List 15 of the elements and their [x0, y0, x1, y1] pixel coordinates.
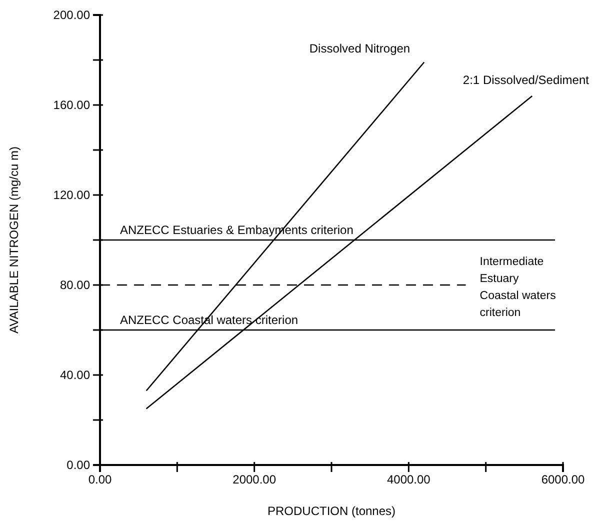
x-tick-label: 6000.00 — [541, 472, 586, 487]
y-tick-label: 120.00 — [53, 188, 90, 202]
y-tick-label: 160.00 — [53, 98, 90, 112]
y-tick-label: 0.00 — [66, 458, 90, 472]
x-tick-label: 4000.00 — [386, 472, 431, 487]
y-tick-label: 200.00 — [53, 8, 90, 22]
y-axis-title: AVAILABLE NITROGEN (mg/cu m) — [7, 146, 21, 334]
y-tick-label: 40.00 — [60, 368, 90, 382]
x-axis-title: PRODUCTION (tonnes) — [267, 504, 396, 518]
series-label: 2:1 Dissolved/Sediment — [462, 73, 590, 87]
x-tick-label: 2000.00 — [232, 472, 276, 487]
series-label: Dissolved Nitrogen — [309, 41, 410, 56]
y-tick-label: 80.00 — [60, 278, 90, 292]
ref-line-label: Intermediate Estuary Coastal waters criterion — [480, 256, 556, 319]
x-tick-label: 0.00 — [88, 472, 112, 487]
